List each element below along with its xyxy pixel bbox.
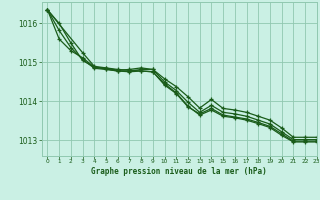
- X-axis label: Graphe pression niveau de la mer (hPa): Graphe pression niveau de la mer (hPa): [91, 167, 267, 176]
